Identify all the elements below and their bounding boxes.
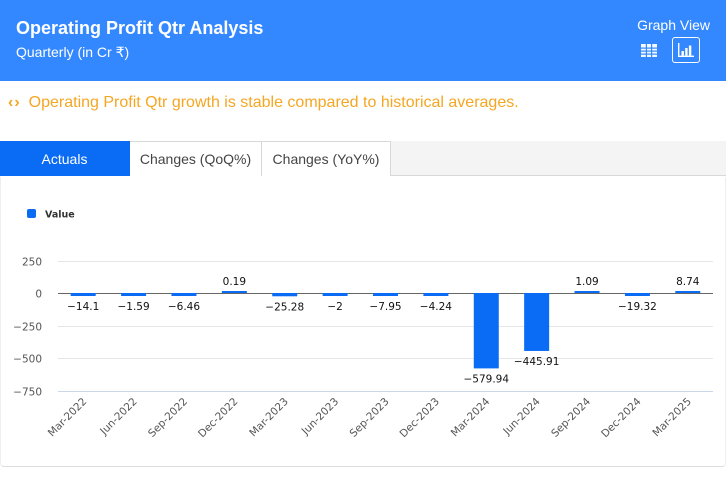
bar bbox=[524, 293, 550, 351]
bar bbox=[473, 293, 499, 369]
data-label: −7.95 bbox=[369, 301, 401, 313]
x-tick-label: Jun-2022 bbox=[97, 396, 139, 438]
x-tick-label: Dec-2022 bbox=[196, 396, 240, 440]
table-grid-icon bbox=[641, 43, 657, 57]
data-labels: −14.1 −1.59 −6.46 0.19 −25.28 −2 −7.95 −4.24 −57… bbox=[67, 276, 700, 385]
y-tick-label: −750 bbox=[13, 387, 42, 399]
insight-banner: ‹› Operating Profit Qtr growth is stable… bbox=[8, 94, 519, 112]
legend-label: Value bbox=[45, 210, 75, 221]
bar bbox=[70, 293, 96, 296]
chart-card: Value 250 0 −250 −500 −750 −14.1 −1.59 −6.46 0.… bbox=[0, 177, 726, 467]
bar bbox=[574, 291, 600, 293]
x-tick-label: Mar-2025 bbox=[650, 396, 694, 440]
tab-changes-qoq[interactable]: Changes (QoQ%) bbox=[130, 141, 262, 176]
data-label: −579.94 bbox=[463, 373, 509, 385]
bars bbox=[70, 291, 701, 369]
tab-bar: Actuals Changes (QoQ%) Changes (YoY%) bbox=[0, 141, 726, 176]
page-header: Operating Profit Qtr Analysis Quarterly … bbox=[0, 0, 726, 81]
page-title: Operating Profit Qtr Analysis bbox=[16, 18, 264, 38]
data-label: −6.46 bbox=[168, 301, 200, 313]
data-label: 8.74 bbox=[676, 276, 700, 288]
bar bbox=[322, 293, 348, 296]
bar bbox=[423, 293, 449, 296]
tab-changes-yoy[interactable]: Changes (YoY%) bbox=[262, 141, 391, 176]
data-label: −445.91 bbox=[514, 356, 560, 368]
data-label: −4.24 bbox=[420, 301, 452, 313]
legend-swatch bbox=[27, 209, 36, 218]
data-label: −2 bbox=[327, 301, 342, 313]
chart-legend[interactable]: Value bbox=[27, 209, 75, 221]
data-label: −19.32 bbox=[618, 301, 657, 313]
x-axis: Mar-2022 Jun-2022 Sep-2022 Dec-2022 Mar-2023… bbox=[46, 395, 694, 440]
data-label: −25.28 bbox=[265, 301, 304, 313]
y-tick-label: −500 bbox=[13, 354, 42, 366]
bar-chart-icon bbox=[678, 43, 694, 57]
y-tick-label: 0 bbox=[35, 289, 42, 301]
y-tick-label: −250 bbox=[13, 322, 42, 334]
tab-actuals[interactable]: Actuals bbox=[0, 141, 130, 176]
bar bbox=[373, 293, 398, 296]
bar bbox=[121, 293, 147, 296]
y-tick-label: 250 bbox=[22, 257, 42, 269]
data-label: −1.59 bbox=[117, 301, 149, 313]
x-tick-label: Dec-2023 bbox=[398, 396, 442, 440]
insight-text: Operating Profit Qtr growth is stable co… bbox=[28, 94, 519, 111]
x-tick-label: Mar-2022 bbox=[46, 396, 90, 440]
x-tick-label: Jun-2024 bbox=[500, 395, 543, 438]
data-label: 0.19 bbox=[223, 276, 246, 288]
x-tick-label: Mar-2023 bbox=[247, 396, 291, 440]
code-brackets-icon: ‹› bbox=[8, 94, 21, 111]
x-tick-label: Sep-2024 bbox=[549, 395, 593, 439]
bar bbox=[675, 291, 701, 293]
bar bbox=[221, 291, 247, 293]
graph-view-button[interactable] bbox=[672, 37, 700, 63]
x-tick-label: Jun-2023 bbox=[299, 396, 341, 438]
table-view-button[interactable] bbox=[635, 37, 663, 63]
x-tick-label: Mar-2024 bbox=[449, 395, 493, 439]
x-tick-label: Sep-2023 bbox=[348, 396, 392, 440]
data-label: 1.09 bbox=[575, 276, 598, 288]
bar-chart: Value 250 0 −250 −500 −750 −14.1 −1.59 −6.46 0.… bbox=[13, 209, 713, 440]
bar bbox=[272, 293, 298, 297]
x-tick-label: Sep-2022 bbox=[146, 396, 190, 440]
data-label: −14.1 bbox=[67, 301, 99, 313]
bar bbox=[171, 293, 197, 296]
view-mode-label: Graph View bbox=[637, 17, 710, 33]
grid-lines bbox=[58, 261, 713, 392]
y-axis: 250 0 −250 −500 −750 bbox=[13, 257, 42, 399]
x-tick-label: Dec-2024 bbox=[599, 395, 644, 440]
bar bbox=[624, 293, 650, 296]
page-subtitle: Quarterly (in Cr ₹) bbox=[16, 44, 130, 60]
